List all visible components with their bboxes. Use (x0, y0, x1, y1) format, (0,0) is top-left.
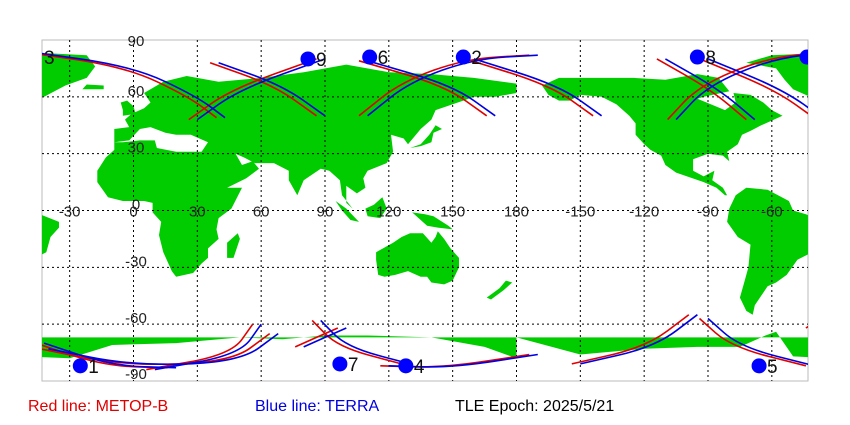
metop-b-track (667, 52, 808, 121)
satellite-point-9 (300, 51, 316, 67)
metop-b-track (656, 58, 747, 121)
satellite-point-5 (751, 358, 767, 374)
lon-label--30: -30 (59, 204, 81, 221)
satellite-point-2 (455, 49, 471, 65)
lat-label-60: 60 (128, 83, 145, 100)
terra-track (43, 342, 177, 369)
legend-blue-line: Blue line: TERRA (255, 398, 380, 415)
terra-track (367, 60, 496, 117)
land-continent-africa-eurasia (97, 64, 517, 277)
terra-track (473, 58, 603, 117)
lat-label-0: 0 (132, 197, 140, 214)
terra-track (218, 61, 326, 117)
satellite-point-3 (799, 49, 808, 65)
land-continent-europe-mediterranean-gap (114, 127, 208, 152)
land-continent-greenland (42, 53, 96, 97)
terra-track (707, 317, 808, 366)
lon-label--60: -60 (761, 204, 783, 221)
lon-label-30: 30 (189, 204, 206, 221)
metop-b-track (358, 60, 488, 117)
terra-track (665, 58, 756, 121)
land-continent-australia (376, 231, 459, 285)
land-masses (0, 53, 808, 381)
lat-label-90: 90 (128, 33, 145, 50)
land-continent-antarctica (42, 335, 517, 381)
lon-label-150: 150 (440, 204, 465, 221)
ground-tracks (42, 52, 835, 371)
terra-track (814, 315, 835, 328)
land-continent-north-america (0, 74, 17, 195)
terra-track (580, 314, 698, 365)
satellite-point-6 (362, 49, 378, 65)
satellite-point-7 (332, 356, 348, 372)
metop-b-track (698, 317, 807, 367)
lat-label--90: -90 (125, 366, 147, 383)
lon-label--150: -150 (565, 204, 595, 221)
satellite-point-label-6: 6 (378, 48, 389, 69)
metop-b-track (42, 344, 168, 369)
lon-label--90: -90 (697, 204, 719, 221)
land-island-new-guinea (412, 212, 453, 230)
land-island-sumatra (335, 201, 359, 222)
metop-b-track (146, 323, 254, 371)
tle-epoch: TLE Epoch: 2025/5/21 (455, 398, 615, 415)
lon-label-90: 90 (317, 204, 334, 221)
land-island-japan (410, 125, 442, 148)
metop-b-track (465, 58, 594, 117)
land-continent-south-america (42, 215, 59, 255)
satellite-point-label-7: 7 (348, 355, 359, 376)
satellite-point-label-9: 9 (316, 50, 327, 71)
lon-label-180: 180 (504, 204, 529, 221)
land-continent-antarctica (516, 331, 808, 358)
satellite-point-label-4: 4 (414, 357, 425, 378)
satellite-point-4 (398, 358, 414, 374)
satellite-point-label-8: 8 (705, 48, 716, 69)
terra-track (707, 58, 808, 109)
metop-b-track (358, 54, 530, 117)
satellite-point-8 (689, 49, 705, 65)
lon-label-0: 0 (129, 204, 137, 221)
land-island-madagascar (227, 233, 240, 258)
metop-b-track (209, 61, 317, 117)
land-island-borneo (365, 197, 387, 219)
terra-track (675, 53, 808, 121)
terra-track (303, 327, 347, 348)
longitude-labels: -30 0 30 60 90 120 150 180 -150 -120 -90 -60 (59, 204, 783, 221)
metop-b-track (188, 58, 317, 121)
satellite-point-label-1: 1 (88, 357, 99, 378)
terra-track (42, 52, 226, 119)
latitude-labels: 90 60 30 0 -30 -60 -90 (125, 33, 147, 383)
satellite-points: 1 2 3 4 5 6 7 8 9 (44, 48, 808, 378)
terra-track (367, 54, 538, 117)
lat-label--60: -60 (125, 310, 147, 327)
terra-track (196, 58, 326, 121)
terra-track (154, 323, 262, 371)
satellite-point-label-3: 3 (44, 48, 55, 69)
lat-label--30: -30 (125, 253, 147, 270)
land-continent-south-america (727, 187, 808, 315)
legend-red-line: Red line: METOP-B (28, 398, 169, 415)
land-island-uk (120, 100, 136, 116)
lon-label-120: 120 (376, 204, 401, 221)
satellite-point-label-2: 2 (471, 48, 482, 69)
lon-label-60: 60 (253, 204, 270, 221)
lon-label--120: -120 (629, 204, 659, 221)
land-island-new-zealand (486, 280, 513, 300)
land-island-iceland (82, 84, 104, 90)
satellite-point-1 (72, 358, 88, 374)
terra-track (388, 353, 538, 368)
terra-track (48, 332, 279, 366)
metop-b-track (42, 53, 217, 119)
satellite-point-label-5: 5 (767, 357, 778, 378)
lat-label-30: 30 (128, 140, 145, 157)
metop-b-track (805, 325, 808, 329)
metop-b-track (699, 58, 808, 115)
metop-b-track (571, 314, 690, 365)
lat-lon-grid (42, 40, 808, 381)
land-continent-north-america (542, 74, 783, 196)
